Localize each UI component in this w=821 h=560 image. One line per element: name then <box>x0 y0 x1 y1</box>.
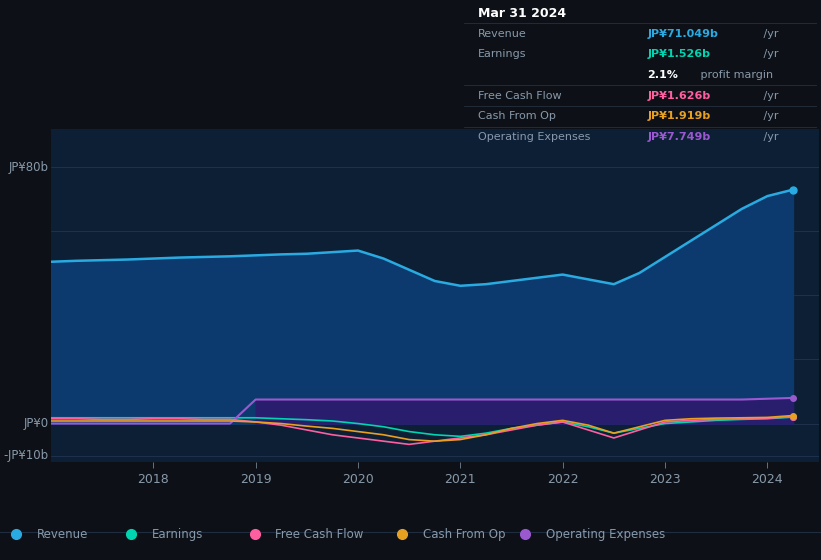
Text: Earnings: Earnings <box>152 528 204 541</box>
Text: Operating Expenses: Operating Expenses <box>546 528 665 541</box>
Text: JP¥80b: JP¥80b <box>8 161 48 174</box>
Text: /yr: /yr <box>760 132 779 142</box>
Text: Earnings: Earnings <box>478 49 526 59</box>
Text: Free Cash Flow: Free Cash Flow <box>275 528 364 541</box>
Text: /yr: /yr <box>760 29 779 39</box>
Text: 2.1%: 2.1% <box>648 70 678 80</box>
Text: JP¥0: JP¥0 <box>24 417 48 430</box>
Text: /yr: /yr <box>760 111 779 122</box>
Text: Operating Expenses: Operating Expenses <box>478 132 590 142</box>
Text: Mar 31 2024: Mar 31 2024 <box>478 7 566 20</box>
Text: JP¥7.749b: JP¥7.749b <box>648 132 711 142</box>
Text: -JP¥10b: -JP¥10b <box>3 449 48 462</box>
Text: profit margin: profit margin <box>697 70 773 80</box>
Text: /yr: /yr <box>760 91 779 101</box>
Text: JP¥1.526b: JP¥1.526b <box>648 49 710 59</box>
Text: JP¥1.919b: JP¥1.919b <box>648 111 711 122</box>
Text: JP¥1.626b: JP¥1.626b <box>648 91 711 101</box>
Text: JP¥71.049b: JP¥71.049b <box>648 29 718 39</box>
Text: Revenue: Revenue <box>478 29 527 39</box>
Text: Cash From Op: Cash From Op <box>423 528 505 541</box>
Text: /yr: /yr <box>760 49 779 59</box>
Text: Revenue: Revenue <box>37 528 89 541</box>
Text: Cash From Op: Cash From Op <box>478 111 556 122</box>
Text: Free Cash Flow: Free Cash Flow <box>478 91 562 101</box>
